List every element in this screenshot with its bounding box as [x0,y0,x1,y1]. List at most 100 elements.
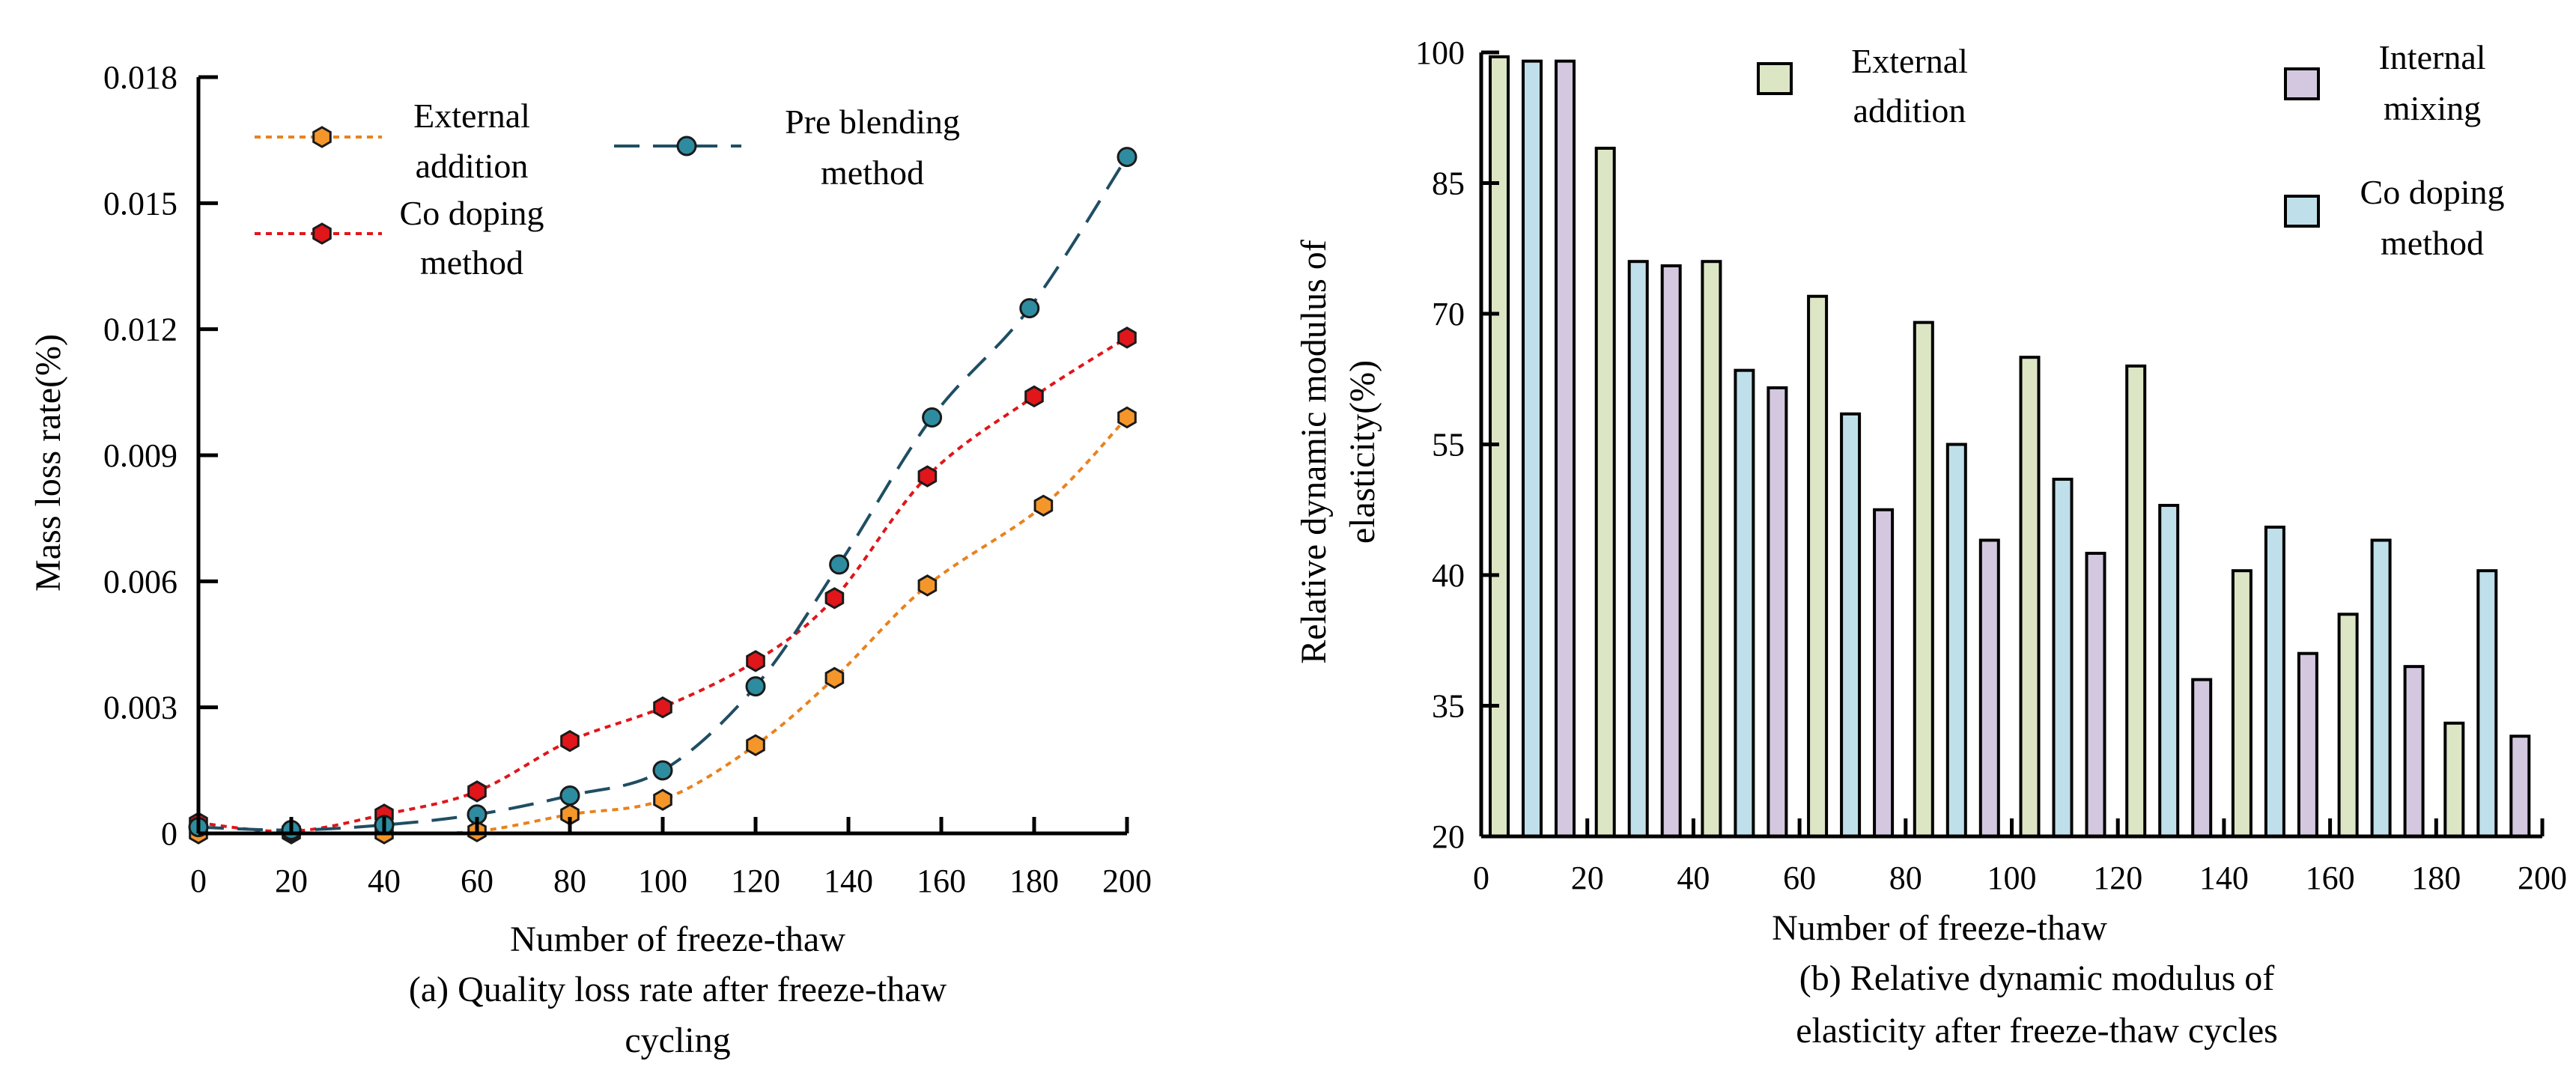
chart-b-bar [2193,680,2211,836]
chart-b-bar [2160,505,2178,836]
chart-a-y-tick-label: 0.015 [103,185,177,222]
chart-a-data-point [1119,328,1136,347]
chart-b-legend-swatch-0 [1758,64,1791,94]
chart-a-data-point [919,466,936,486]
chart-b-bar [1702,261,1720,836]
chart-b-bar [2299,654,2317,836]
chart-a-legend-marker-2 [678,137,696,155]
chart-b-y-axis-label-line-2: elasticity(%) [1343,360,1382,544]
chart-b-bar [1629,261,1647,836]
chart-b-legend-label-0: External [1851,42,1968,80]
chart-a-x-tick-label: 200 [1102,863,1152,899]
chart-b-legend-label-1: method [2381,224,2484,262]
chart-a-data-point [1035,496,1052,515]
chart-a-x-tick-label: 120 [731,863,780,899]
chart-a-data-point [654,698,672,717]
chart-b-x-tick-label: 100 [1987,860,2037,896]
chart-a-legend-marker-1 [314,224,331,243]
chart-b-bar [1523,61,1541,836]
chart-a-data-point [1026,386,1043,406]
chart-b-legend-swatch-1 [2285,196,2318,226]
chart-a-data-point [1021,300,1039,317]
chart-a-data-point [747,735,765,755]
chart-b-bar [2511,736,2529,836]
chart-a-mass-loss-rate: 0 0.003 0.006 0.009 0.012 0.015 0.018 0 20 40 60 8… [28,59,1152,1060]
chart-a-legend-label-1: method [420,243,523,282]
chart-b-y-tick-label: 85 [1432,165,1465,202]
chart-b-bar [1768,388,1786,836]
chart-b-bar [2339,614,2357,836]
chart-b-bar [1490,57,1508,836]
chart-b-y-tick-label: 70 [1432,296,1465,332]
chart-b-bar [2266,527,2284,836]
chart-a-data-point [561,787,579,805]
chart-a-data-point [1118,148,1136,166]
chart-a-y-tick-label: 0 [161,815,177,852]
chart-a-legend-label-0: External [413,97,530,135]
chart-b-bar [1948,445,1966,837]
chart-a-caption-line-2: cycling [625,1021,730,1060]
chart-b-bar [1808,297,1826,836]
chart-b-bar [1874,510,1892,836]
figure: 00.0030.0060.0090.0120.0150.018 0 20 40 60 8… [0,0,2576,1076]
chart-b-y-tick-label: 40 [1432,557,1465,594]
chart-b-legend-label-2: mixing [2384,89,2481,127]
chart-b-legend-label-0: addition [1853,91,1966,130]
chart-b-legend: External addition Internal mixing Co doping m… [1758,38,2504,262]
chart-a-y-ticks: 0 0.003 0.006 0.009 0.012 0.015 0.018 [103,59,218,852]
chart-a-legend-label-2: Pre blending [785,103,960,141]
chart-b-bar [1556,61,1574,836]
chart-b-bar [1915,323,1933,836]
chart-a-data-point [826,668,843,687]
chart-a-data-point [747,651,765,671]
chart-a-x-tick-label: 140 [824,863,873,899]
chart-b-x-tick-label: 80 [1889,860,1922,896]
chart-a-x-tick-label: 40 [368,863,401,899]
chart-a-data-point [923,409,941,427]
chart-a-y-tick-label: 0.006 [103,563,177,600]
chart-a-x-axis-label: Number of freeze-thaw [510,920,845,959]
chart-b-x-tick-label: 20 [1571,860,1604,896]
chart-b-x-axis-label: Number of freeze-thaw [1772,908,2107,948]
chart-b-x-tick-label: 180 [2411,860,2461,896]
chart-b-bar [2021,357,2039,836]
chart-a-legend-label-1: Co doping [400,194,544,232]
chart-b-bar [2054,479,2072,836]
chart-b-bar [2127,366,2145,836]
chart-b-x-tick-label: 0 [1473,860,1489,896]
chart-b-x-tick-label: 140 [2199,860,2249,896]
chart-a-legend-marker-0 [314,127,331,147]
chart-b-y-tick-label: 100 [1415,34,1465,71]
chart-b-y-tick-label: 20 [1432,818,1465,855]
chart-a-data-point [747,678,765,696]
chart-a-y-tick-label: 0.012 [103,311,177,348]
chart-b-y-ticks: 20 35 40 55 70 85 100 [1415,34,1499,855]
chart-b-legend-swatch-2 [2285,69,2318,99]
chart-a-y-tick-label: 0.018 [103,59,177,96]
chart-a-y-tick-label: 0.009 [103,437,177,474]
chart-b-x-tick-label: 200 [2518,860,2567,896]
chart-a-data-point [826,589,843,608]
chart-b-x-tick-label: 60 [1783,860,1816,896]
chart-b-y-axis-label-line-1: Relative dynamic modulus of [1294,240,1334,664]
chart-a-y-tick-label: 0.003 [103,690,177,726]
chart-b-caption-line-1: (b) Relative dynamic modulus of [1799,958,2275,998]
chart-a-legend-label-0: addition [416,147,529,185]
chart-b-x-tick-label: 40 [1677,860,1710,896]
chart-b-caption-line-2: elasticity after freeze-thaw cycles [1796,1011,2278,1051]
chart-a-series-line-1 [198,338,1127,832]
chart-a-data-point [469,782,486,801]
chart-a-x-tick-label: 60 [461,863,493,899]
chart-b-bar [2405,666,2423,836]
chart-a-series-group [189,148,1136,843]
chart-b-bar [1841,414,1859,836]
chart-b-y-tick-label: 55 [1432,427,1465,463]
chart-b-x-tick-label: 120 [2093,860,2142,896]
chart-b-bar [2087,553,2105,836]
chart-b-bar [1662,266,1680,836]
chart-b-legend-label-2: Internal [2378,38,2485,76]
chart-a-x-tick-label: 20 [275,863,308,899]
chart-b-x-tick-label: 160 [2306,860,2355,896]
chart-a-x-tick-label: 80 [553,863,586,899]
